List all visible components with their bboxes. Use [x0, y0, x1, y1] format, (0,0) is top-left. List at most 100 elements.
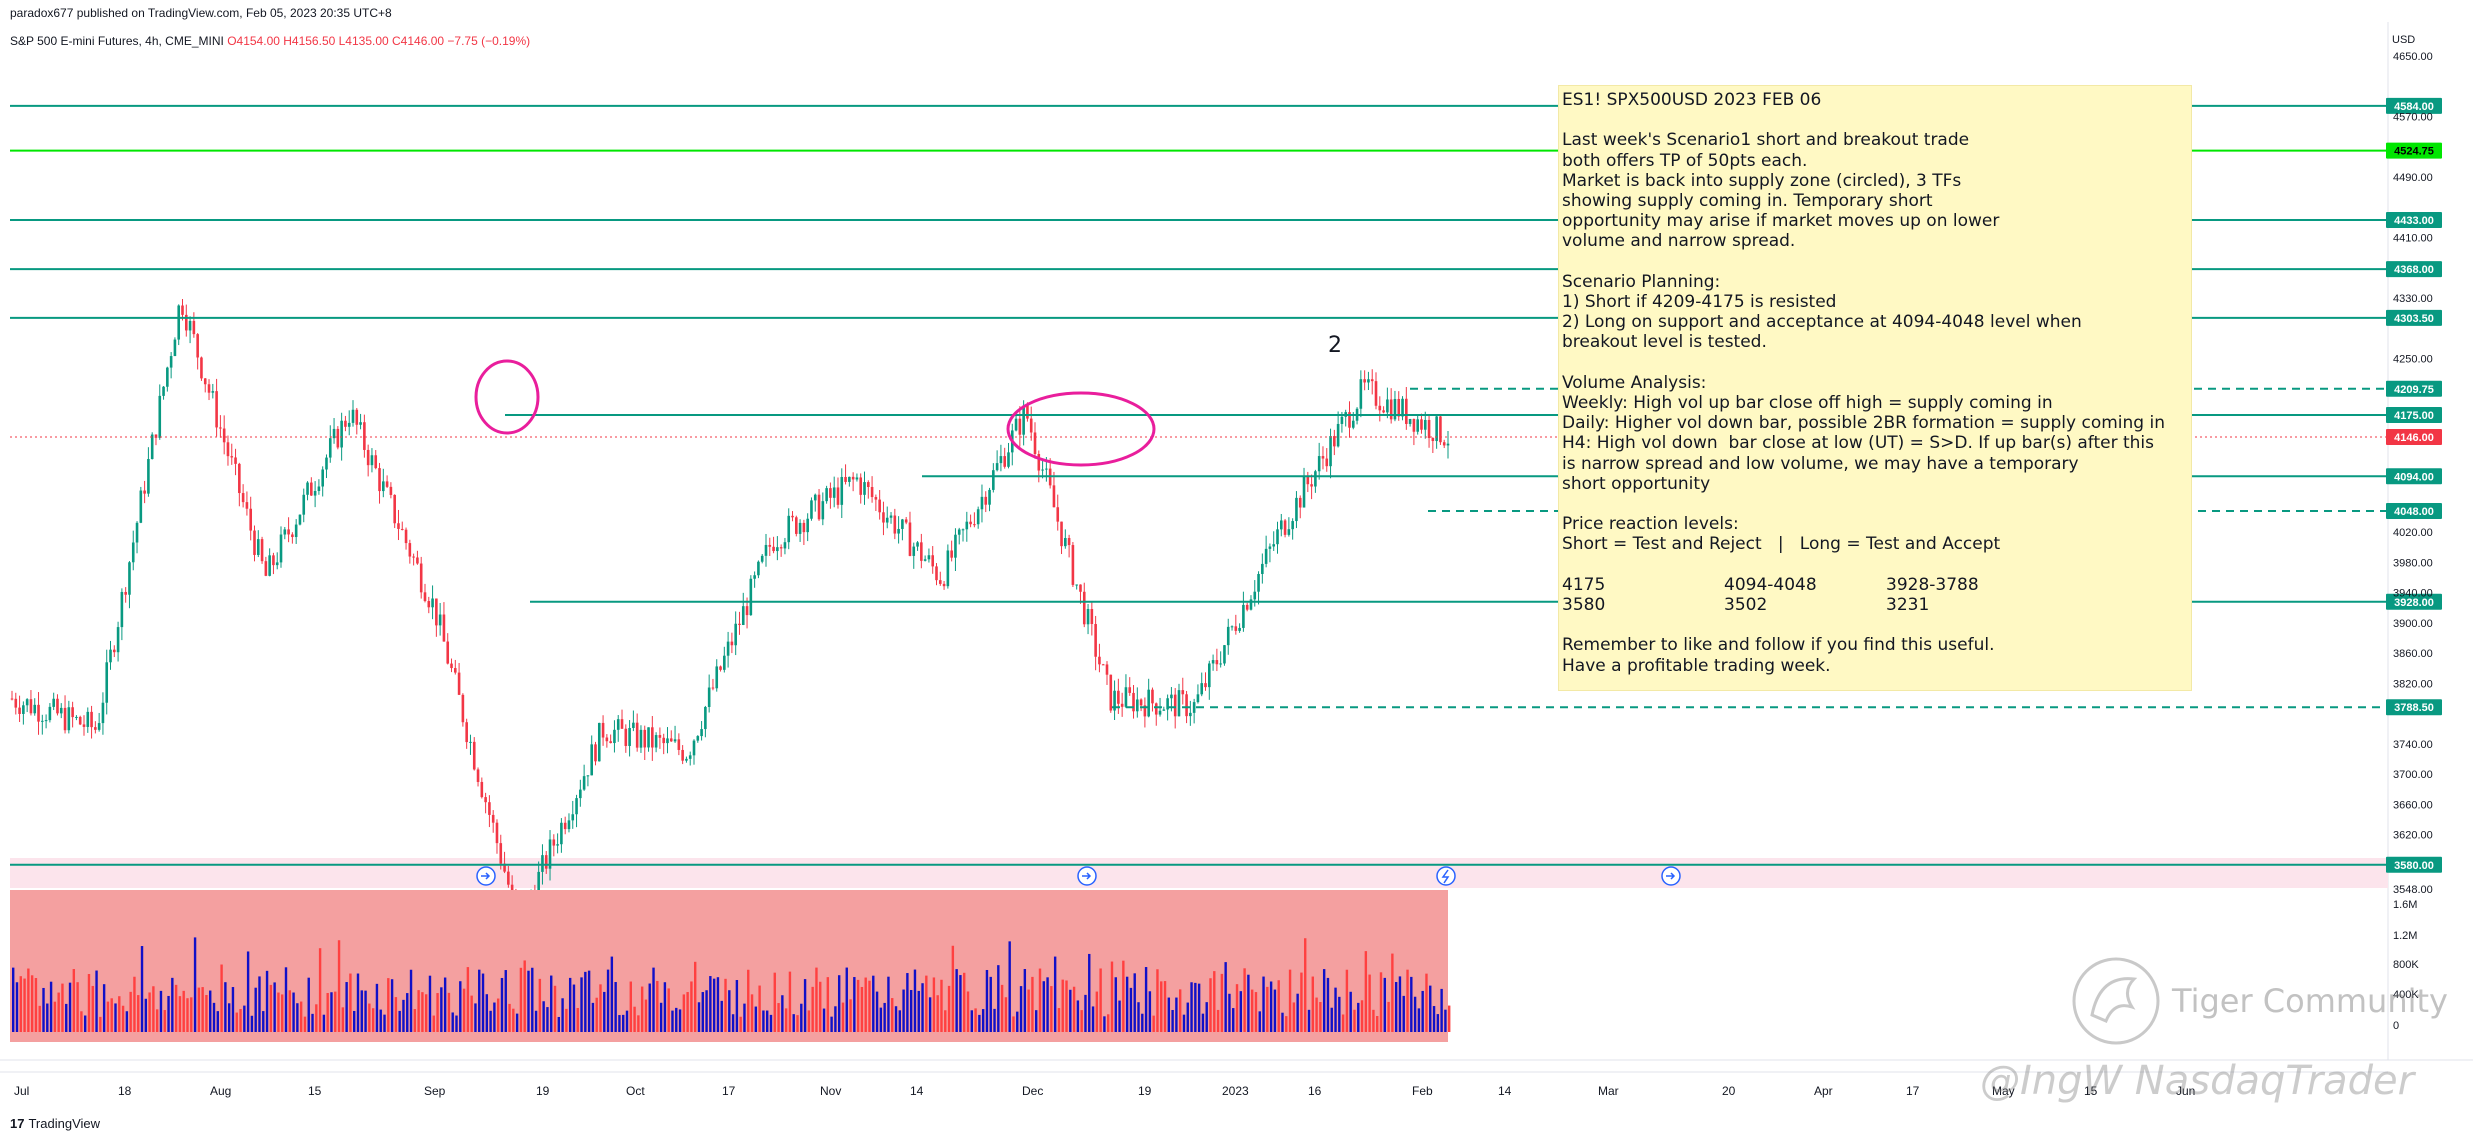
candle-body [1189, 712, 1192, 717]
event-marker-1[interactable] [476, 866, 496, 886]
candle-body [976, 509, 980, 525]
volume-bar [258, 976, 261, 1032]
candle-body [1026, 405, 1029, 419]
volume-bar [485, 994, 489, 1032]
volume-bar [326, 992, 329, 1032]
candle-body [109, 649, 112, 663]
time-tick-label: Jun [2176, 1084, 2195, 1098]
volume-bar [478, 969, 481, 1032]
event-marker-4[interactable] [1661, 866, 1681, 886]
event-marker-3[interactable] [1436, 866, 1456, 886]
time-tick-label: 16 [1308, 1084, 1322, 1098]
candle-body [624, 728, 628, 746]
candle-body [245, 502, 249, 509]
candle-body [643, 729, 647, 748]
volume-bar [1288, 969, 1292, 1032]
volume-bar [99, 1016, 102, 1032]
candle-body [351, 409, 355, 423]
volume-bar [595, 997, 598, 1032]
volume-bar [902, 989, 905, 1032]
volume-bar [826, 977, 830, 1032]
volume-bar [1175, 997, 1178, 1032]
candle-body [291, 534, 294, 538]
price-tick-label: 3940.00 [2393, 588, 2433, 600]
watermark-brand: Tiger Community [2172, 982, 2448, 1020]
volume-bar [1110, 961, 1114, 1032]
volume-bar [610, 956, 614, 1032]
candle-body [1408, 418, 1412, 424]
candle-body [71, 707, 74, 718]
candle-body [1082, 591, 1086, 625]
volume-bar [1186, 1002, 1189, 1032]
candle-body [1401, 398, 1404, 417]
volume-bar [1167, 997, 1171, 1032]
note-line: Market is back into supply zone (circled… [1562, 170, 1962, 191]
volume-bar [659, 1002, 663, 1032]
volume-bar [1099, 968, 1102, 1032]
note-line [1562, 494, 2188, 514]
volume-bar [966, 991, 970, 1032]
level-badge [2386, 309, 2442, 326]
candle-body [889, 515, 893, 518]
time-tick-label: May [1992, 1084, 2015, 1098]
candle-body [1268, 546, 1272, 549]
candle-body [613, 729, 616, 744]
volume-bar [1444, 1009, 1447, 1032]
candle-body [14, 698, 18, 708]
volume-bar [959, 975, 962, 1032]
level-cell: 3580 [1562, 595, 1606, 616]
candle-body [1098, 656, 1101, 665]
volume-bar [190, 997, 193, 1032]
currency-label: USD [2392, 34, 2416, 46]
volume-bar [856, 979, 860, 1032]
time-tick-label: Aug [210, 1084, 231, 1098]
candle-body [1382, 410, 1385, 413]
volume-bar [235, 1012, 238, 1032]
candle-body [870, 487, 874, 498]
candle-body [1435, 416, 1438, 442]
candle-body [359, 422, 362, 425]
candle-body [563, 822, 567, 830]
candle-body [954, 534, 957, 558]
volume-bar [80, 1011, 83, 1032]
volume-bar [91, 985, 94, 1032]
volume-bar [754, 1006, 758, 1032]
candle-body [1291, 521, 1294, 530]
volume-bar [443, 977, 447, 1032]
volume-bar [712, 978, 716, 1032]
volume-bar [1000, 984, 1004, 1032]
price-tick-label: 3700.00 [2393, 769, 2433, 781]
volume-bar [534, 1010, 538, 1032]
time-tick-label: Nov [820, 1084, 841, 1098]
volume-bar [807, 1010, 811, 1032]
candle-body [131, 542, 135, 563]
candle-body [866, 482, 870, 488]
volume-bar [803, 979, 807, 1032]
candle-body [1287, 529, 1291, 535]
level-badge-label: 4433.00 [2394, 215, 2434, 227]
symbol-legend[interactable]: S&P 500 E-mini Futures, 4h, CME_MINI O41… [10, 34, 530, 48]
volume-bar [1201, 1013, 1205, 1032]
volume-bar [155, 1009, 159, 1032]
volume-bar [1330, 1007, 1333, 1032]
volume-bar [68, 982, 72, 1032]
volume-bar [944, 1010, 947, 1032]
candle-body [44, 720, 48, 722]
event-marker-2[interactable] [1077, 866, 1097, 886]
tradingview-logo[interactable]: 17 TradingView [10, 1116, 100, 1131]
level-badge [2386, 699, 2442, 716]
volume-bar [72, 969, 76, 1032]
tiger-logo-icon [2070, 955, 2162, 1052]
volume-bar [1122, 960, 1125, 1032]
note-line [1562, 110, 2188, 130]
candle-body [313, 490, 317, 496]
candle-body [207, 384, 211, 393]
note-box[interactable]: ES1! SPX500USD 2023 FEB 06 Last week's S… [1558, 85, 2192, 691]
volume-bar [553, 985, 557, 1032]
volume-bars [12, 937, 1451, 1032]
volume-axis: 1.6M 1.2M 800K 400K 0 [2393, 899, 2419, 1032]
volume-bar [402, 999, 405, 1032]
symbol-title: S&P 500 E-mini Futures, 4h, CME_MINI [10, 34, 224, 48]
candle-body [94, 727, 97, 730]
candle-body [166, 367, 169, 387]
